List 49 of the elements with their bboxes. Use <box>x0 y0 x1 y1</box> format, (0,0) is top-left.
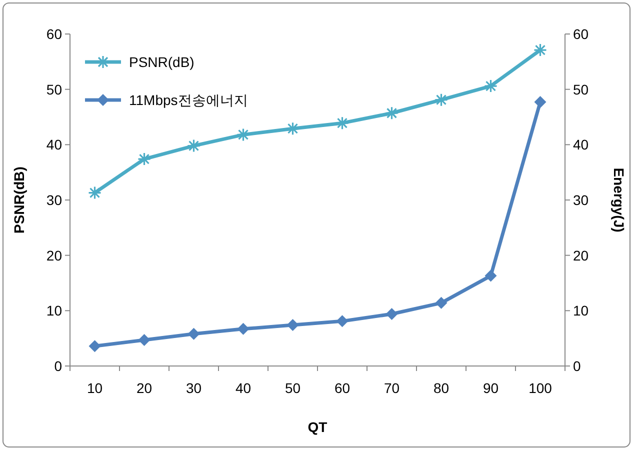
point <box>186 138 201 153</box>
point <box>484 79 498 93</box>
y2-tick-label: 60 <box>573 26 589 42</box>
point <box>435 296 448 309</box>
x-tick-label: 90 <box>482 380 499 396</box>
y-tick-label: 10 <box>46 302 62 319</box>
legend-label: PSNR(dB) <box>129 54 194 70</box>
y2-tick-label: 30 <box>573 192 589 208</box>
y2-tick-label: 10 <box>573 302 589 319</box>
point <box>88 186 102 200</box>
legend-label: 11Mbps전송에너지 <box>129 92 248 108</box>
x-tick-label: 50 <box>284 380 301 396</box>
y-axis-title: PSNR(dB) <box>11 166 27 234</box>
point <box>188 328 200 340</box>
point <box>286 319 299 332</box>
y-tick-label: 0 <box>54 358 62 374</box>
point <box>236 128 250 142</box>
point <box>237 322 250 335</box>
y2-axis-title: Energy(J) <box>611 168 627 232</box>
point <box>484 270 497 282</box>
y-tick-label: 40 <box>46 136 62 153</box>
x-tick-label: 10 <box>86 380 103 396</box>
x-tick-label: 30 <box>186 380 202 396</box>
point <box>286 122 300 136</box>
x-tick-label: 80 <box>433 380 450 396</box>
x-tick-label: 40 <box>235 380 252 396</box>
x-axis-title: QT <box>308 419 328 435</box>
y-tick-label: 30 <box>46 192 62 208</box>
x-tick-label: 100 <box>528 380 552 396</box>
y2-tick-label: 50 <box>573 81 589 98</box>
point <box>434 93 448 107</box>
y2-tick-label: 0 <box>573 358 581 374</box>
x-tick-label: 60 <box>334 380 350 396</box>
point <box>386 308 398 320</box>
x-tick-label: 20 <box>136 380 152 396</box>
point <box>137 152 152 166</box>
point <box>335 116 350 130</box>
point <box>534 96 546 108</box>
x-tick-label: 70 <box>384 380 400 396</box>
point <box>88 340 101 352</box>
point <box>533 43 548 57</box>
point <box>336 315 348 328</box>
y2-tick-label: 20 <box>573 247 589 264</box>
y-tick-label: 60 <box>46 26 62 42</box>
y-tick-label: 20 <box>46 247 62 264</box>
point <box>384 106 399 120</box>
y-tick-label: 50 <box>46 81 62 98</box>
y2-tick-label: 40 <box>573 136 589 153</box>
point <box>138 334 150 346</box>
